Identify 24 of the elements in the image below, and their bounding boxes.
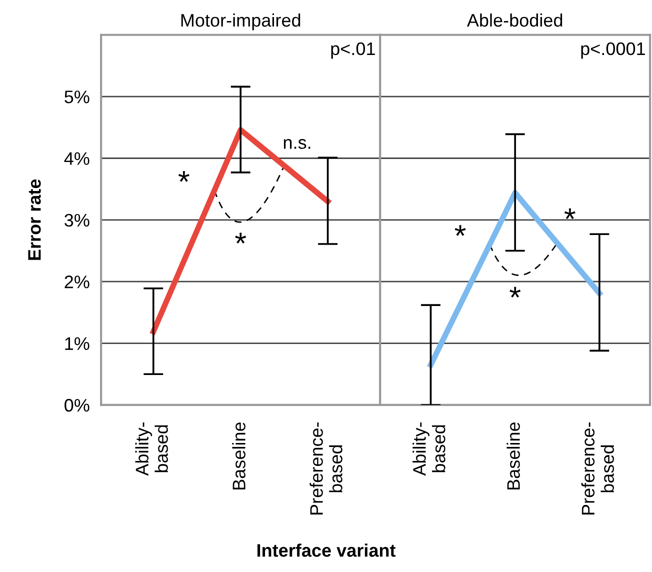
x-tick-label: Baseline [506, 422, 520, 490]
chart-title: Motor-impaired [181, 13, 300, 30]
annotation: * [510, 286, 521, 298]
annotation: * [178, 171, 190, 182]
x-tick-label: Ability- based [412, 422, 446, 476]
x-tick-label: Baseline [232, 422, 246, 490]
annotation: * [235, 232, 246, 244]
y-tick-label: 3% [64, 214, 90, 227]
x-tick-label: Preference- based [581, 422, 614, 514]
y-tick-label: 1% [65, 337, 90, 350]
x-tick-label: Preference- based [310, 422, 342, 514]
y-tick-label: 5% [64, 90, 90, 104]
annotation: * [454, 225, 466, 236]
chart-title: Able-bodied [466, 13, 562, 27]
x-axis-title: Interface variant [257, 544, 396, 557]
annotation: p<.01 [331, 42, 375, 59]
y-tick-label: 4% [64, 152, 90, 165]
annotation: n.s. [284, 139, 310, 149]
y-tick-label: 0% [64, 398, 90, 412]
x-tick-label: Ability- based [135, 422, 168, 476]
annotation: p<.0001 [581, 42, 645, 59]
y-tick-label: 2% [64, 276, 90, 288]
y-axis-title: Error rate [28, 179, 41, 260]
annotation: * [564, 208, 576, 220]
